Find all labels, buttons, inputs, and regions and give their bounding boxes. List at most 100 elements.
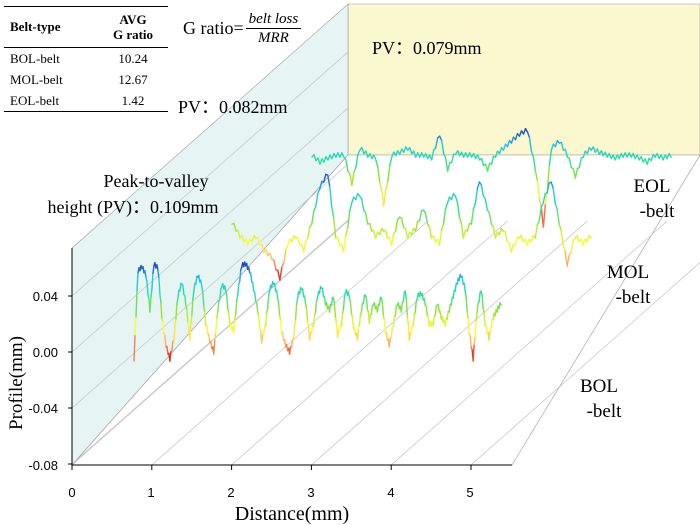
profile-segment [378,296,382,306]
pv-label-bol: Peak-to-valley [104,171,209,191]
profile-segment [364,212,369,225]
profile-segment [349,202,353,212]
profile-segment [345,226,349,237]
profile-segment [456,201,461,218]
profile-segment [469,335,472,348]
profile-segment [216,311,219,320]
profile-segment [156,264,159,271]
cell-value: 1.42 [121,92,145,108]
profile-segment [478,291,481,303]
profile-segment [472,343,475,362]
profile-segment [313,153,317,162]
profile-segment [264,312,268,327]
profile-segment [576,234,580,243]
profile-segment [262,325,266,336]
profile-segment [368,222,373,232]
profile-segment [266,294,270,310]
profile-segment [480,290,483,297]
profile-segment [546,182,550,194]
profile-segment [488,212,493,225]
profile-segment [336,329,340,338]
profile-segment [414,220,419,232]
table-bottom-rule [4,111,168,112]
profile-segment [267,290,271,297]
profile-segment [353,166,357,173]
profile-segment [377,166,381,184]
profile-segment [428,226,433,239]
profile-segment [483,312,486,327]
profile-segment [305,307,309,323]
profile-segment [206,325,209,336]
profile-segment [442,208,447,225]
profile-segment [157,269,160,279]
profile-segment [404,290,408,300]
x-tick-label: 0 [68,485,75,500]
profile-segment [370,304,374,315]
profile-segment [582,238,586,246]
profile-segment [332,297,336,305]
profile-segment [288,345,292,355]
profile-segment [279,266,283,281]
profile-segment [185,304,188,311]
profile-segment [586,146,591,155]
profile-segment [389,156,393,166]
profile-segment [333,303,337,319]
profile-segment [160,301,163,320]
profile-segment [312,314,316,327]
floor-grid-line [391,220,668,466]
profile-segment [279,319,283,334]
profile-segment [486,162,491,172]
profile-segment [405,298,409,317]
profile-segment [388,336,392,348]
profile-segment [385,180,389,191]
profile-segment [186,308,189,324]
profile-segment [277,301,281,317]
profile-segment [374,231,379,239]
profile-segment [158,277,161,296]
profile-segment [217,300,220,313]
profile-segment [179,282,182,292]
profile-segment [182,284,185,296]
profile-segment [474,187,479,204]
profile-segment [444,317,447,327]
profile-segment [480,157,485,167]
profile-segment [257,236,261,246]
profile-segment [440,139,445,155]
profile-segment [378,227,383,236]
profile-segment [297,236,301,246]
x-tick-label: 1 [147,485,154,500]
profile-segment [147,293,150,300]
profile-segment [311,210,315,225]
profile-segment [568,157,573,169]
profile-segment [134,316,137,336]
profile-segment [406,231,411,239]
profile-segment [285,244,289,251]
profile-segment [402,291,406,303]
profile-segment [372,229,377,239]
pv-label-eol: PV：0.079mm [372,38,482,58]
profile-segment [278,314,282,321]
profile-segment [381,301,385,317]
profile-segment [488,329,491,341]
profile-segment [400,217,405,229]
profile-segment [347,210,351,229]
profile-segment [450,153,455,164]
g-ratio-formula: G ratio= belt loss MRR [183,10,302,47]
formula-lhs: G ratio= [183,18,244,38]
profile-segment [189,322,192,341]
profile-segment [444,202,449,211]
profile-segment [382,314,386,321]
profile-segment [534,170,539,182]
profile-segment [454,195,459,204]
profile-segment [383,188,387,207]
profile-segment [464,290,467,299]
profile-segment [560,141,565,151]
profile-segment [195,275,198,285]
profile-segment [273,259,277,271]
profile-segment [360,303,364,313]
profile-segment [340,312,344,327]
cell-belt: MOL-belt [10,71,63,87]
profile-segment [135,290,138,318]
profile-segment [446,310,449,320]
profile-segment [328,303,332,313]
